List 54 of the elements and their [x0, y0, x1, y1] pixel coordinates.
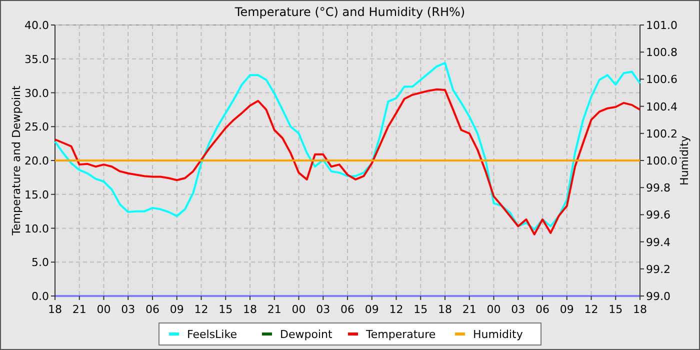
x-tick-label: 00 — [96, 303, 111, 316]
x-tick-label: 00 — [486, 303, 501, 316]
chart-title: Temperature (°C) and Humidity (RH%) — [234, 5, 466, 19]
y-tick-label: 40.0 — [24, 19, 49, 32]
y-axis-title: Temperature and Dewpoint — [10, 84, 23, 236]
y2-tick-label: 100.2 — [646, 127, 678, 140]
y2-tick-label: 100.0 — [646, 154, 678, 168]
legend-label: Temperature — [365, 328, 436, 341]
x-tick-label: 12 — [389, 303, 404, 316]
x-tick-label: 15 — [608, 303, 623, 316]
y2-axis-title: Humidity — [678, 135, 691, 186]
y-tick-label: 25.0 — [24, 120, 49, 134]
x-tick-label: 09 — [170, 303, 184, 316]
x-tick-label: 09 — [364, 303, 379, 316]
line-series — [54, 62, 641, 231]
y-tick-label: 0.0 — [32, 290, 49, 303]
x-tick-label: 12 — [584, 303, 598, 316]
y-tick-label: 35.0 — [24, 52, 49, 66]
x-tick-label: 21 — [267, 303, 282, 316]
x-tick-label: 18 — [633, 303, 647, 316]
x-tick-label: 21 — [72, 303, 86, 316]
x-tick-label: 03 — [511, 303, 526, 316]
y-tick-label: 20.0 — [24, 154, 49, 168]
y-tick-label: 30.0 — [24, 86, 49, 100]
y2-tick-label: 99.8 — [646, 182, 670, 195]
y2-tick-label: 100.4 — [646, 100, 678, 114]
y2-tick-label: 100.8 — [646, 46, 678, 60]
x-tick-label: 18 — [48, 303, 62, 316]
x-tick-label: 21 — [462, 303, 476, 316]
x-tick-label: 12 — [194, 303, 208, 316]
x-tick-label: 06 — [340, 303, 354, 316]
y2-tick-label: 99.2 — [646, 262, 670, 276]
y2-tick-label: 99.0 — [646, 290, 670, 303]
y-tick-label: 5.0 — [32, 256, 49, 270]
x-tick-label: 18 — [243, 303, 257, 316]
x-tick-label: 03 — [316, 303, 330, 316]
y-tick-label: 15.0 — [24, 188, 49, 202]
x-tick-label: 03 — [121, 303, 136, 316]
x-tick-label: 15 — [414, 303, 428, 316]
x-tick-label: 18 — [438, 303, 452, 316]
x-tick-label: 15 — [218, 303, 233, 316]
legend-label: Dewpoint — [280, 328, 333, 341]
y-tick-label: 10.0 — [24, 222, 49, 236]
y2-tick-label: 99.4 — [646, 236, 670, 249]
y2-tick-label: 100.6 — [646, 73, 678, 86]
x-tick-label: 09 — [560, 303, 574, 316]
legend-label: FeelsLike — [187, 328, 238, 341]
y2-tick-label: 99.6 — [646, 208, 670, 222]
x-tick-label: 00 — [292, 303, 306, 316]
y2-tick-label: 101.0 — [646, 19, 678, 32]
legend-label: Humidity — [473, 328, 524, 341]
x-tick-label: 06 — [146, 303, 160, 316]
x-tick-label: 06 — [536, 303, 550, 316]
line-series — [54, 88, 641, 236]
